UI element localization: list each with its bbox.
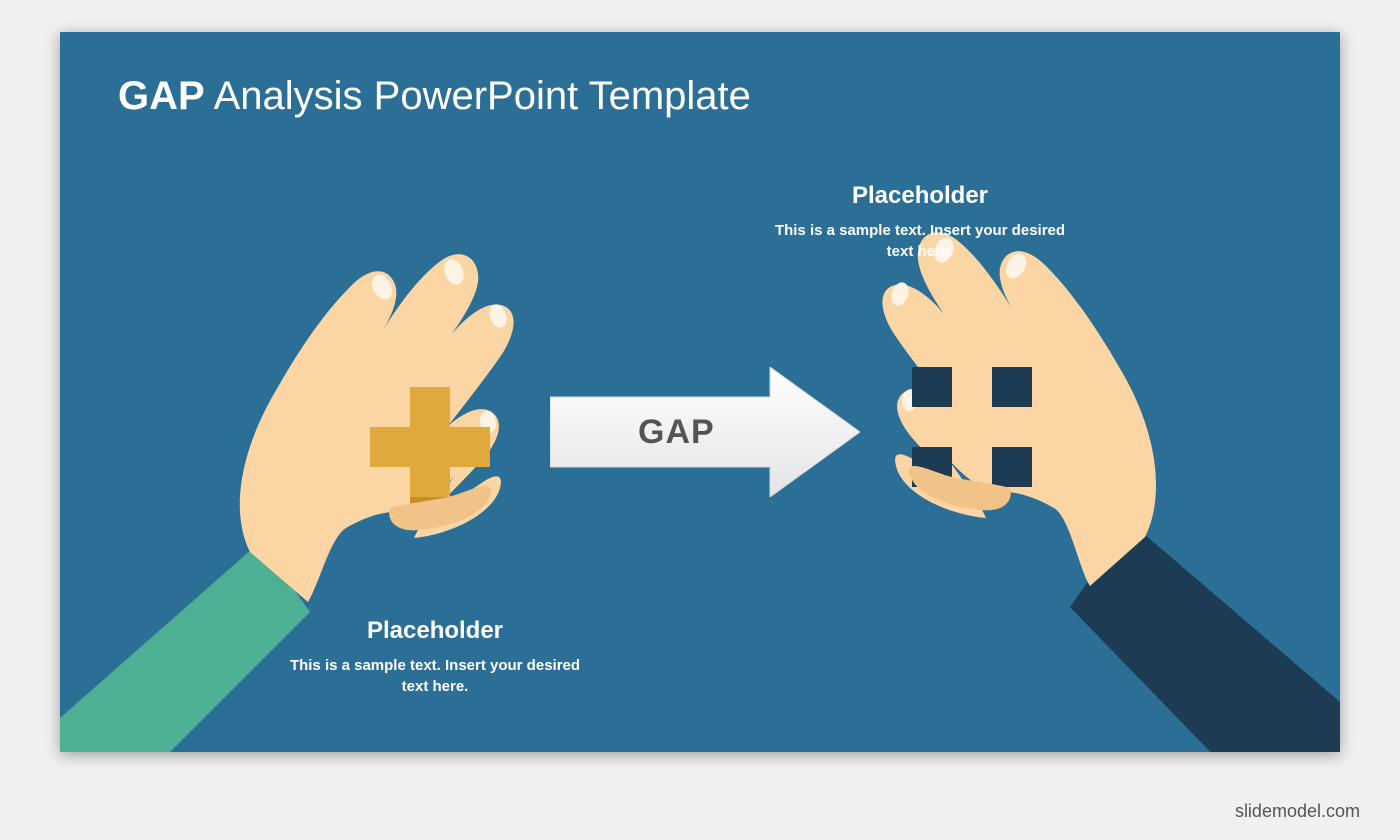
watermark: slidemodel.com xyxy=(1235,801,1360,822)
right-callout-body: This is a sample text. Insert your desir… xyxy=(770,220,1070,262)
left-callout: Placeholder This is a sample text. Inser… xyxy=(285,617,585,697)
arrow-label: GAP xyxy=(638,413,715,452)
slide: GAP Analysis PowerPoint Template xyxy=(60,32,1340,752)
right-callout-heading: Placeholder xyxy=(770,182,1070,210)
left-sleeve xyxy=(60,542,310,752)
left-callout-heading: Placeholder xyxy=(285,617,585,645)
title-bold: GAP xyxy=(118,74,205,118)
left-callout-body: This is a sample text. Insert your desir… xyxy=(285,655,585,697)
right-callout: Placeholder This is a sample text. Inser… xyxy=(770,182,1070,262)
gap-arrow: GAP xyxy=(550,367,860,497)
slide-title: GAP Analysis PowerPoint Template xyxy=(118,74,751,119)
title-rest: Analysis PowerPoint Template xyxy=(205,74,751,118)
